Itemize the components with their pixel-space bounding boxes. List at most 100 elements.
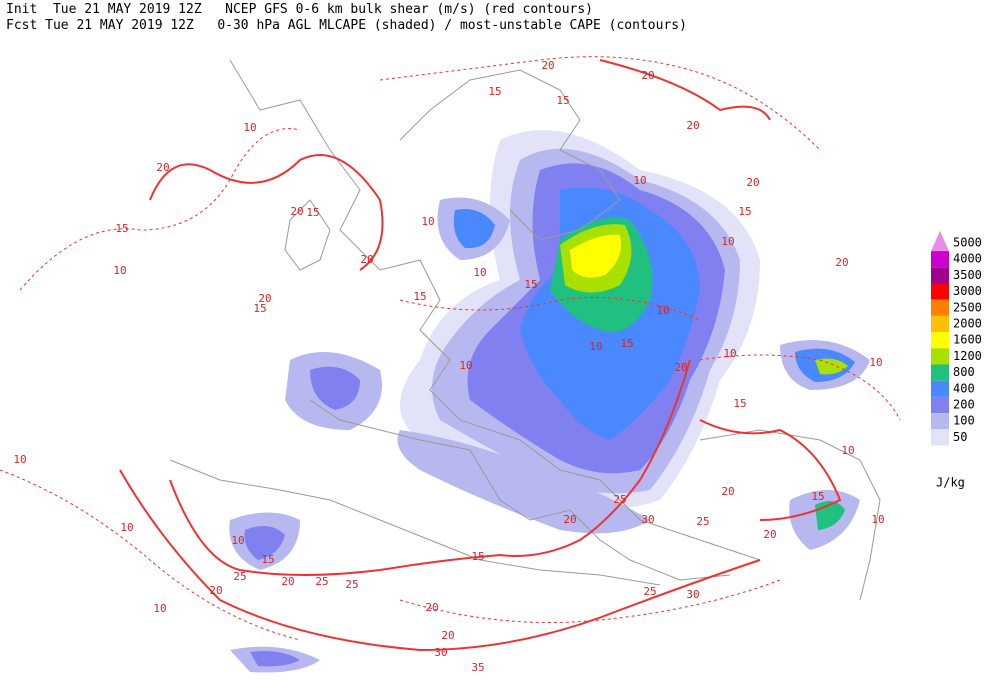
cape-area <box>250 651 300 667</box>
contour-label: 10 <box>633 174 646 187</box>
contour-label: 10 <box>231 534 244 547</box>
contour-label: 15 <box>115 222 128 235</box>
shear-contour <box>399 579 781 623</box>
contour-label: 10 <box>656 304 669 317</box>
legend-label: 1600 <box>953 333 982 347</box>
legend-label: 2000 <box>953 317 982 331</box>
legend-label: 200 <box>953 398 975 412</box>
shear-contour <box>119 469 761 652</box>
contour-label: 20 <box>835 256 848 269</box>
shear-contour <box>149 154 384 271</box>
legend-swatch <box>931 230 949 252</box>
contour-label: 20 <box>360 253 373 266</box>
contour-label: 20 <box>763 528 776 541</box>
contour-label: 30 <box>686 588 699 601</box>
cape-area <box>815 358 848 375</box>
contour-label: 15 <box>524 278 537 291</box>
contour-label: 15 <box>253 302 266 315</box>
coastline <box>699 429 881 601</box>
coastline <box>229 59 761 561</box>
contour-label: 20 <box>258 292 271 305</box>
legend-swatch <box>931 332 949 349</box>
contour-label: 10 <box>723 347 736 360</box>
coastline <box>169 459 661 586</box>
shear-contour <box>699 419 842 521</box>
legend-swatch <box>931 283 949 300</box>
legend-label: 4000 <box>953 252 982 266</box>
contour-label: 20 <box>290 205 303 218</box>
coastline <box>284 199 331 271</box>
contour-label: 15 <box>811 490 824 503</box>
cape-area <box>244 526 285 560</box>
contour-label: 20 <box>541 59 554 72</box>
shear-contour <box>379 56 821 151</box>
contour-label: 10 <box>473 266 486 279</box>
legend-swatch <box>931 413 949 430</box>
legend-swatch <box>931 429 949 446</box>
contour-label: 30 <box>641 513 654 526</box>
legend-label: 50 <box>953 430 967 444</box>
contour-label: 20 <box>209 584 222 597</box>
contour-label: 10 <box>120 521 133 534</box>
contour-label: 20 <box>746 176 759 189</box>
contour-label: 20 <box>156 161 169 174</box>
legend-label: 800 <box>953 365 975 379</box>
contour-label: 25 <box>643 585 656 598</box>
contour-label: 15 <box>556 94 569 107</box>
contour-label: 20 <box>425 601 438 614</box>
contour-label: 15 <box>733 397 746 410</box>
contour-label: 10 <box>421 215 434 228</box>
contour-label: 35 <box>471 661 484 674</box>
contour-label: 20 <box>563 513 576 526</box>
contour-label: 15 <box>413 290 426 303</box>
legend-unit: J/kg <box>936 476 965 490</box>
shear-contour <box>399 297 701 321</box>
contour-label: 15 <box>261 553 274 566</box>
legend-swatch <box>931 299 949 316</box>
contour-label: 25 <box>315 575 328 588</box>
contour-label: 20 <box>441 629 454 642</box>
contour-label: 25 <box>696 515 709 528</box>
contour-label: 20 <box>686 119 699 132</box>
legend-label: 5000 <box>953 236 982 250</box>
cape-area <box>453 209 495 249</box>
cape-area <box>397 430 650 534</box>
legend-swatch <box>931 315 949 333</box>
cape-shading <box>229 130 870 673</box>
contour-label: 15 <box>306 206 319 219</box>
contour-label: 30 <box>434 646 447 659</box>
header-line: Init Tue 21 MAY 2019 12Z NCEP GFS 0-6 km… <box>6 2 593 17</box>
legend-swatch <box>931 267 949 284</box>
coastlines <box>169 59 881 601</box>
legend-swatch <box>931 364 949 381</box>
contour-label: 20 <box>281 575 294 588</box>
contour-label: 15 <box>620 337 633 350</box>
shear-contour <box>599 59 771 121</box>
legend-label: 1200 <box>953 349 982 363</box>
legend-swatch <box>931 348 949 365</box>
shear-contour <box>169 359 691 576</box>
contour-label: 20 <box>674 361 687 374</box>
legend-swatch <box>931 380 949 397</box>
contour-label: 10 <box>459 359 472 372</box>
coastline <box>309 399 731 581</box>
shear-contours <box>0 56 901 652</box>
contour-label: 20 <box>721 485 734 498</box>
contour-label: 15 <box>471 550 484 563</box>
contour-label: 15 <box>488 85 501 98</box>
contour-label: 10 <box>869 356 882 369</box>
legend-swatch <box>931 251 949 268</box>
legend-label: 100 <box>953 414 975 428</box>
contour-label: 25 <box>613 493 626 506</box>
legend-label: 3000 <box>953 284 982 298</box>
coastline <box>399 69 621 241</box>
contour-label: 10 <box>589 340 602 353</box>
contour-label: 10 <box>841 444 854 457</box>
contour-label: 10 <box>113 264 126 277</box>
contour-label: 10 <box>871 513 884 526</box>
contour-label: 25 <box>233 570 246 583</box>
contour-label: 10 <box>721 235 734 248</box>
contour-label: 15 <box>738 205 751 218</box>
